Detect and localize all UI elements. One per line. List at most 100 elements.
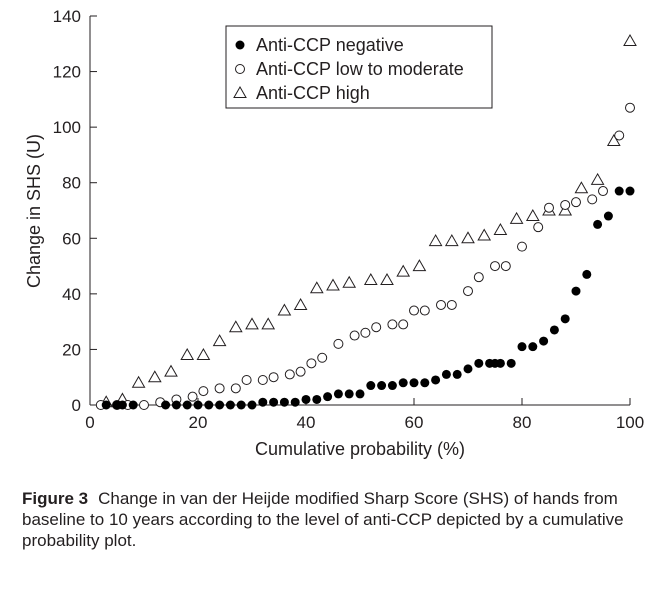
legend-marker-3 (233, 85, 247, 98)
low-moderate-point (371, 322, 382, 333)
high-point (164, 364, 178, 377)
low-moderate-point (139, 400, 149, 410)
negative-point (225, 400, 235, 410)
y-tick-label: 60 (62, 229, 81, 248)
low-moderate-point (214, 383, 225, 394)
negative-point (614, 186, 624, 196)
low-moderate-point (257, 374, 268, 385)
high-point (196, 347, 211, 360)
high-point (380, 272, 394, 285)
x-axis-title: Cumulative probability (%) (255, 439, 465, 459)
high-point (509, 211, 524, 224)
negative-point (236, 400, 246, 410)
low-moderate-point (490, 261, 500, 272)
low-moderate-point (387, 319, 398, 330)
low-moderate-point (560, 199, 571, 210)
legend-box (225, 25, 493, 109)
high-point (342, 275, 357, 288)
x-tick-label: 80 (513, 413, 532, 432)
high-point (212, 334, 227, 347)
low-moderate-point (241, 374, 252, 385)
high-point (131, 375, 146, 388)
ticks: 0 20 40 60 80 100 120 140 0 20 40 60 80 100 (53, 7, 645, 432)
low-moderate-point (409, 305, 419, 316)
negative-point (474, 358, 484, 368)
high-point (326, 278, 340, 291)
low-moderate-point (295, 366, 306, 377)
low-moderate-point (614, 130, 625, 141)
legend-item-low-moderate: Anti-CCP low to moderate (256, 59, 464, 79)
x-tick-label: 20 (189, 413, 208, 432)
negative-point (441, 369, 451, 379)
high-point (493, 222, 508, 235)
negative-point (279, 397, 289, 407)
negative-point (333, 389, 343, 399)
legend: Anti-CCP negative Anti-CCP low to moderat… (225, 25, 493, 109)
x-tick-label: 100 (616, 413, 644, 432)
negative-point (366, 381, 376, 391)
high-point (180, 347, 195, 360)
negative-point (431, 375, 441, 385)
negative-point (452, 369, 462, 379)
low-moderate-point (306, 358, 317, 369)
high-point (461, 231, 475, 244)
figure-panel: 0 20 40 60 80 100 120 140 0 20 40 60 80 100 Cumulativ… (24, 7, 645, 459)
high-point (525, 209, 540, 222)
negative-point (409, 378, 419, 388)
negative-point (258, 397, 268, 407)
negative-point (247, 400, 257, 410)
low-moderate-point (284, 369, 295, 380)
high-point (606, 134, 621, 147)
data-points (95, 33, 637, 410)
negative-point (582, 269, 592, 279)
negative-point (528, 342, 538, 352)
y-tick-label: 140 (53, 7, 81, 26)
high-point (363, 272, 378, 285)
negative-point (101, 400, 111, 410)
low-moderate-point (198, 386, 209, 397)
legend-marker-2 (235, 64, 245, 74)
negative-point (398, 378, 408, 388)
negative-point (506, 358, 516, 368)
negative-point (355, 389, 365, 399)
negative-point (193, 400, 203, 410)
negative-point (560, 314, 570, 324)
y-tick-label: 80 (62, 174, 81, 193)
legend-item-high: Anti-CCP high (256, 83, 370, 103)
negative-point (603, 211, 613, 221)
negative-point (323, 392, 333, 402)
low-moderate-point (517, 241, 527, 252)
negative-point (290, 397, 300, 407)
low-moderate-point (268, 372, 279, 383)
high-point (277, 303, 292, 316)
low-moderate-point (571, 197, 581, 208)
negative-point (463, 364, 473, 374)
low-moderate-point (587, 194, 598, 205)
negative-point (571, 286, 581, 296)
low-moderate-point (446, 299, 457, 310)
y-tick-label: 120 (53, 63, 81, 82)
low-moderate-point (419, 305, 430, 316)
negative-point (182, 400, 192, 410)
scatter-chart: 0 20 40 60 80 100 120 140 0 20 40 60 80 100 Cumulativ… (24, 7, 645, 459)
negative-point (387, 381, 397, 391)
high-point (412, 259, 427, 272)
negative-point (312, 394, 322, 404)
x-tick-label: 0 (85, 413, 94, 432)
x-tick-label: 40 (297, 413, 316, 432)
low-moderate-point (360, 327, 371, 338)
low-moderate-point (230, 383, 241, 394)
negative-point (344, 389, 354, 399)
high-point (293, 297, 308, 310)
y-tick-label: 100 (53, 118, 81, 137)
negative-point (161, 400, 171, 410)
y-tick-label: 20 (62, 340, 81, 359)
high-point (477, 228, 492, 241)
high-point (396, 264, 411, 277)
negative-point (215, 400, 225, 410)
negative-point (117, 400, 127, 410)
low-moderate-point (317, 352, 328, 363)
legend-item-negative: Anti-CCP negative (256, 35, 404, 55)
low-moderate-point (187, 391, 198, 402)
caption-text: Change in van der Heijde modified Sharp … (22, 489, 624, 550)
